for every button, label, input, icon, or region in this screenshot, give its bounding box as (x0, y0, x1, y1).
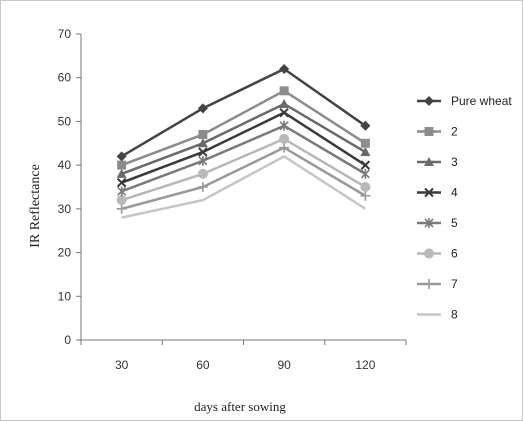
series-line (121, 111, 367, 184)
y-tick-label: 30 (58, 202, 72, 216)
data-point (116, 168, 127, 178)
y-tick-label: 0 (64, 333, 71, 347)
series-line (120, 67, 367, 158)
legend-item: 8 (417, 308, 458, 322)
data-point (279, 142, 290, 153)
x-tick-label: 60 (196, 358, 210, 372)
legend-marker (424, 127, 434, 136)
data-point (360, 182, 371, 192)
data-point (116, 177, 127, 188)
legend-label: 4 (451, 186, 458, 200)
data-point (116, 203, 127, 214)
data-point (279, 63, 290, 74)
data-point (198, 147, 208, 157)
y-tick-label: 50 (58, 114, 72, 128)
series-6 (116, 133, 371, 206)
y-tick-label: 20 (58, 246, 72, 260)
x-tick-label: 120 (355, 358, 375, 372)
data-point (360, 147, 371, 157)
legend-marker (424, 157, 434, 166)
legend-label: 5 (451, 216, 458, 230)
x-tick-label: 90 (277, 358, 291, 372)
legend-label: 7 (451, 277, 458, 291)
y-tick-label: 60 (58, 71, 72, 85)
y-axis-ticks: 0 10 20 30 40 50 60 70 (58, 27, 81, 347)
series-line (121, 155, 367, 219)
legend-label: 2 (451, 125, 458, 139)
data-point (279, 120, 289, 131)
legend-label: 6 (451, 247, 458, 261)
legend-label: Pure wheat (451, 94, 512, 108)
data-point (360, 190, 371, 201)
data-point (360, 138, 370, 148)
data-point (197, 168, 208, 179)
legend-item: 4 (417, 186, 458, 200)
data-point (198, 155, 208, 166)
data-point (360, 168, 370, 179)
data-point (197, 182, 208, 192)
series-line (121, 124, 367, 193)
legend-item: 7 (417, 277, 458, 291)
x-tick-label: 30 (115, 358, 129, 372)
data-point (279, 107, 289, 118)
series-line (121, 102, 367, 176)
legend: Pure wheat 2 3 4 5 6 7 8 (417, 94, 512, 322)
series-group (116, 63, 371, 219)
legend-marker (424, 279, 434, 289)
x-axis-label: days after sowing (194, 399, 286, 414)
legend-item: 6 (417, 247, 458, 261)
y-tick-label: 40 (58, 158, 72, 172)
data-point (117, 186, 127, 197)
series-3 (116, 98, 371, 178)
y-tick-label: 70 (58, 27, 72, 41)
legend-marker (424, 218, 434, 228)
data-point (279, 86, 289, 96)
data-point (279, 98, 290, 108)
legend-item: Pure wheat (417, 94, 512, 108)
legend-label: 8 (451, 308, 458, 322)
series-8 (121, 155, 367, 219)
series-5 (117, 120, 370, 197)
x-axis-ticks: 30 60 90 120 (80, 340, 407, 372)
legend-marker (424, 187, 434, 198)
series-line (121, 137, 367, 202)
legend-item: 5 (417, 216, 458, 230)
legend-item: 3 (417, 155, 458, 169)
data-point (116, 151, 127, 162)
series-line (121, 146, 367, 211)
data-point (360, 120, 371, 131)
y-axis-label: IR Reflectance (28, 164, 43, 248)
data-point (117, 160, 127, 170)
series-7 (116, 142, 371, 214)
series-pure-wheat (116, 63, 371, 162)
data-point (197, 103, 208, 114)
series-4 (116, 107, 371, 188)
series-line (121, 89, 367, 167)
data-point (197, 138, 208, 148)
data-point (116, 195, 127, 206)
legend-marker (424, 248, 434, 259)
data-point (360, 160, 371, 170)
legend-item: 2 (417, 125, 458, 139)
legend-label: 3 (451, 155, 458, 169)
series-2 (117, 86, 370, 170)
y-tick-label: 10 (58, 289, 72, 303)
data-point (279, 133, 290, 144)
legend-marker (424, 96, 434, 106)
data-point (198, 130, 208, 140)
